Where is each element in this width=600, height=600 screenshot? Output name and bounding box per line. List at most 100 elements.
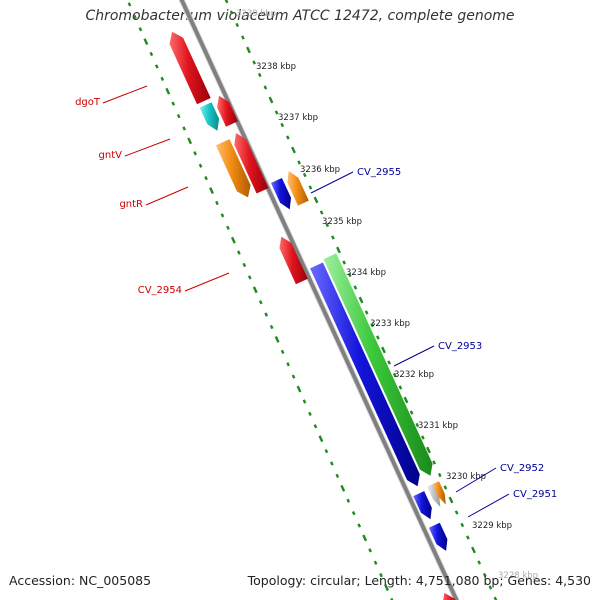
right-ruler-dot (460, 522, 465, 528)
right-ruler-dot (280, 122, 285, 128)
left-ruler-dot (258, 300, 263, 305)
left-ruler-dot (204, 175, 208, 181)
kbp-label: 3229 kbp (472, 521, 512, 531)
right-ruler-dot (252, 60, 256, 65)
gene-bottom-partial (443, 592, 456, 600)
kbp-label: 3231 kbp (418, 421, 458, 431)
right-ruler-dot (325, 222, 330, 228)
leader-line (455, 467, 497, 493)
leader-line (145, 186, 189, 206)
kbp-label: 3228 kbp (498, 571, 538, 581)
left-ruler-dot (138, 27, 143, 32)
left-ruler-dot (209, 187, 214, 194)
right-ruler-dot (291, 146, 296, 154)
gene-label: CV_2953 (438, 341, 482, 352)
kbp-label: 3239 kbp (236, 9, 276, 19)
left-ruler-dot (165, 87, 171, 95)
leader-line (102, 85, 148, 104)
kbp-label: 3238 kbp (256, 62, 296, 72)
gene-CV_2952 (413, 491, 432, 520)
right-ruler-dot (302, 172, 307, 178)
gene-gntR-partner (234, 133, 269, 194)
left-ruler-dot (198, 163, 203, 168)
gene-labels: dgoT gntV gntR CV_2954 CV_2955 CV_2953 CV_2952… (75, 85, 557, 518)
right-ruler-dot (268, 96, 274, 104)
genome-backbone (179, 0, 459, 600)
kbp-label: 3235 kbp (322, 217, 362, 227)
left-ruler-dot (384, 584, 389, 592)
leader-line (310, 171, 354, 194)
gene-dgoT (169, 31, 211, 105)
leader-line (184, 272, 230, 292)
gene-CV_2954 (279, 236, 308, 285)
right-ruler-dot (482, 572, 487, 578)
leader-line (124, 138, 171, 157)
right-ruler-dot (477, 560, 481, 565)
left-ruler-dot (286, 362, 290, 367)
gene-CV_2953 (310, 262, 420, 487)
right-ruler-dot (263, 85, 268, 90)
gene-small-blue (271, 178, 291, 210)
left-ruler-dot (351, 511, 356, 516)
left-ruler-dot (340, 484, 346, 492)
left-ruler-dot (230, 236, 236, 244)
right-ruler-dot (336, 246, 341, 254)
right-ruler-dot (437, 472, 442, 478)
left-ruler-dot (324, 448, 329, 454)
left-ruler-dot (296, 385, 302, 393)
gene-small-red (217, 95, 238, 127)
left-ruler-dot (280, 349, 285, 354)
gene-green (323, 253, 433, 476)
right-ruler-dot (426, 446, 431, 454)
right-ruler-dot (246, 46, 251, 54)
kbp-label: 3232 kbp (394, 370, 434, 380)
kbp-label: 3234 kbp (346, 268, 386, 278)
gene-gntR (215, 139, 251, 198)
left-ruler-dot (171, 101, 176, 106)
right-ruler-dot (319, 210, 324, 215)
gene-label: CV_2951 (513, 489, 557, 500)
kbp-labels: 3239 kbp 3238 kbp 3237 kbp 3236 kbp 3235 kbp… (236, 9, 538, 581)
right-ruler-dot (364, 310, 369, 315)
left-ruler-dot (313, 424, 318, 429)
left-ruler-dot (247, 275, 252, 280)
right-ruler-dot (448, 496, 454, 504)
left-ruler-dot (193, 151, 197, 156)
left-ruler-dot (357, 523, 362, 528)
gene-small-blue-2 (428, 522, 448, 551)
gene-grey (427, 483, 441, 507)
left-ruler-dot (182, 126, 187, 131)
left-ruler-dot (335, 473, 340, 479)
right-ruler-dot (432, 460, 436, 465)
left-ruler-dot (127, 2, 132, 7)
right-ruler-dot (493, 596, 498, 600)
right-ruler-dot (342, 260, 346, 265)
right-ruler-dot (392, 372, 397, 378)
gene-label: CV_2955 (357, 167, 401, 178)
kbp-label: 3230 kbp (446, 472, 486, 482)
gene-label: CV_2954 (138, 285, 182, 296)
left-ruler-dot (176, 113, 181, 119)
left-ruler-dot (237, 250, 241, 255)
right-ruler-dot (308, 185, 313, 190)
gene-gntV (199, 102, 220, 131)
left-ruler-dot (362, 534, 368, 542)
left-ruler-dot (226, 225, 230, 230)
right-ruler-dot (353, 285, 358, 290)
right-ruler-dot (224, 0, 229, 4)
right-ruler-dot (488, 585, 493, 590)
left-ruler-dot (149, 51, 154, 57)
left-ruler-dot (291, 374, 296, 379)
left-ruler-dot (143, 38, 149, 46)
right-ruler-dot (313, 196, 319, 204)
left-ruler-dot (133, 14, 137, 19)
right-ruler-dot (347, 272, 352, 278)
right-ruler-dot (381, 346, 386, 354)
left-ruler-dot (390, 597, 394, 600)
left-ruler-dot (269, 324, 274, 330)
gene-CV_2955 (287, 171, 309, 206)
left-ruler-dot (220, 213, 225, 218)
kbp-label: 3237 kbp (278, 113, 318, 123)
